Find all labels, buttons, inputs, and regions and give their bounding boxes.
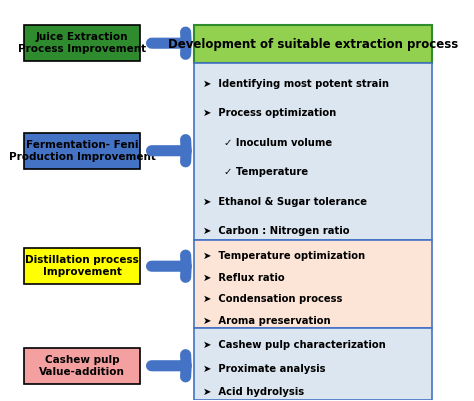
FancyBboxPatch shape [194,328,432,400]
Text: ➤  Acid hydrolysis: ➤ Acid hydrolysis [203,387,304,397]
Text: ➤  Process optimization: ➤ Process optimization [203,108,336,118]
Text: ➤  Carbon : Nitrogen ratio: ➤ Carbon : Nitrogen ratio [203,227,349,237]
Text: ➤  Temperature optimization: ➤ Temperature optimization [203,251,365,261]
FancyBboxPatch shape [194,63,432,240]
Text: ➤  Identifying most potent strain: ➤ Identifying most potent strain [203,79,389,89]
Text: ➤  Aroma preservation: ➤ Aroma preservation [203,316,330,326]
Text: Development of suitable extraction process: Development of suitable extraction proce… [168,38,458,51]
FancyBboxPatch shape [194,240,432,328]
Text: ✓ Inoculum volume: ✓ Inoculum volume [203,138,332,148]
Text: ➤  Condensation process: ➤ Condensation process [203,294,342,304]
Text: ➤  Reflux ratio: ➤ Reflux ratio [203,273,284,283]
Text: Fermentation- Feni
Production Improvement: Fermentation- Feni Production Improvemen… [9,140,155,162]
FancyBboxPatch shape [24,25,140,61]
FancyBboxPatch shape [194,25,432,63]
FancyBboxPatch shape [24,248,140,284]
FancyBboxPatch shape [24,133,140,169]
Text: ➤  Cashew pulp characterization: ➤ Cashew pulp characterization [203,340,385,350]
Text: ✓ Temperature: ✓ Temperature [203,167,308,177]
Text: ➤  Ethanol & Sugar tolerance: ➤ Ethanol & Sugar tolerance [203,197,367,207]
FancyBboxPatch shape [24,348,140,384]
Text: ➤  Proximate analysis: ➤ Proximate analysis [203,364,325,374]
Text: Cashew pulp
Value-addition: Cashew pulp Value-addition [39,355,125,377]
Text: Juice Extraction
Process Improvement: Juice Extraction Process Improvement [18,32,146,54]
Text: Distillation process
Improvement: Distillation process Improvement [25,255,139,277]
